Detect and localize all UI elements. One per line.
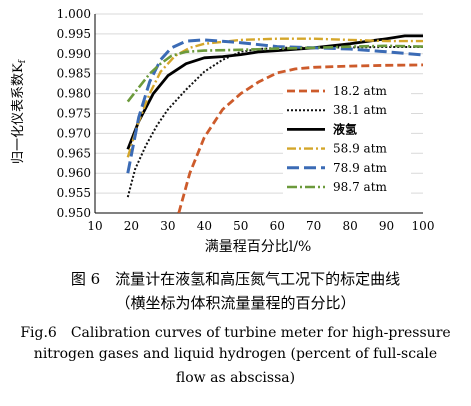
legend-label: 38.1 atm (333, 103, 388, 117)
y-tick-label: 0.950 (57, 206, 91, 220)
y-axis-label-group: 归一化仪表系数Kf (11, 59, 28, 164)
x-tick-label: 90 (379, 219, 394, 233)
series-line-4 (126, 37, 423, 158)
x-tick-label: 30 (160, 219, 175, 233)
gridlines (95, 13, 423, 194)
legend-label: 98.7 atm (333, 180, 388, 194)
x-tick-label: 10 (87, 219, 102, 233)
caption-en-line3: flow as abscissa) (175, 370, 296, 386)
series-line-5 (126, 38, 424, 174)
legend-label: 18.2 atm (333, 84, 388, 98)
legend-label: 58.9 atm (333, 142, 388, 156)
x-tick-label: 20 (124, 219, 139, 233)
legend-item-bg (283, 83, 411, 99)
x-axis-label: 满量程百分比l/% (205, 239, 312, 255)
svg-text:归一化仪表系数Kf: 归一化仪表系数Kf (11, 59, 28, 164)
x-tick-label: 100 (412, 219, 435, 233)
legend-item-bg (283, 102, 411, 119)
legend-item-bg (283, 121, 411, 138)
y-tick-label: 0.985 (57, 67, 91, 81)
x-tick-label: 50 (233, 219, 248, 233)
series-line-3 (126, 34, 423, 150)
legend: 18.2 atm 38.1 atm 液氢 58.9 atm 78.9 atm 98.7 a… (283, 83, 411, 195)
series-line-6 (126, 44, 424, 103)
caption-zh-line2: （横坐标为体积流量量程的百分比） (115, 294, 356, 312)
y-tick-label: 0.960 (57, 166, 91, 180)
y-tick-label: 0.955 (57, 186, 91, 200)
y-tick-label: 0.965 (57, 146, 91, 160)
y-tick-label: 0.980 (57, 87, 91, 101)
caption-en-line1: Fig.6 Calibration curves of turbine mete… (20, 325, 451, 341)
y-tick-label: 0.995 (57, 27, 91, 41)
y-axis-label-subscript: f (18, 59, 28, 63)
axes (94, 14, 423, 214)
tick-labels: 0.950 0.955 0.960 0.965 0.970 0.975 0.980 0.985… (57, 7, 435, 233)
x-tick-label: 80 (342, 219, 357, 233)
y-tick-label: 1.000 (57, 7, 91, 21)
legend-label: 液氢 (333, 121, 357, 136)
y-tick-label: 0.970 (57, 126, 91, 140)
x-tick-label: 70 (306, 219, 321, 233)
series-lines (126, 34, 424, 213)
calibration-chart: 0.950 0.955 0.960 0.965 0.970 0.975 0.980 0.985… (11, 7, 435, 255)
caption-zh-line1: 图 6 流量计在液氢和高压氮气工况下的标定曲线 (70, 270, 401, 288)
y-tick-label: 0.990 (57, 47, 91, 61)
x-tick-label: 40 (197, 219, 212, 233)
legend-item-bg (283, 179, 411, 195)
legend-item-bg (283, 140, 411, 157)
series-line-1 (177, 63, 424, 213)
x-tick-label: 60 (270, 219, 285, 233)
legend-label: 78.9 atm (333, 161, 388, 175)
y-tick-label: 0.975 (57, 107, 91, 121)
caption-en-line2: nitrogen gases and liquid hydrogen (perc… (33, 346, 438, 362)
y-axis-label: 归一化仪表系数K (11, 63, 26, 164)
legend-item-bg (283, 159, 411, 176)
